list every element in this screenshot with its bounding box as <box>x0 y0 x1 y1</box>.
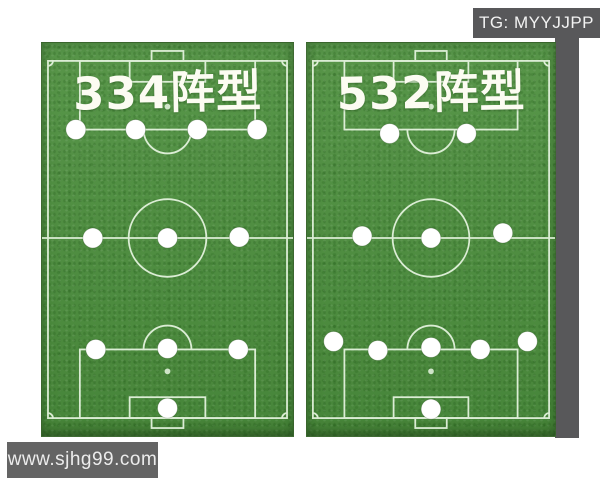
corner-arc <box>312 60 319 67</box>
goal-top <box>414 50 448 62</box>
pitch-532: 532阵型 <box>306 42 556 437</box>
player-dot-defenders <box>469 339 491 360</box>
player-dot-forwards <box>246 119 268 140</box>
pitch-lines-svg <box>42 50 293 429</box>
corner-arc <box>543 60 550 67</box>
penalty-arc-bottom <box>406 324 456 350</box>
pitch-334: 334阵型 <box>41 42 294 437</box>
field-markings <box>307 50 555 429</box>
center-circle <box>127 198 208 278</box>
player-dot-goalkeeper <box>420 398 442 420</box>
penalty-arc-bottom <box>142 324 193 350</box>
penalty-spot-top <box>428 103 434 110</box>
player-dot-defenders <box>227 339 249 360</box>
penalty-spot-bottom <box>428 368 434 375</box>
penalty-arc-top <box>142 129 193 155</box>
goal-bottom <box>150 417 185 429</box>
player-dot-goalkeeper <box>157 397 178 419</box>
player-dot-forwards <box>187 119 208 140</box>
telegram-watermark-badge: TG: MYYJJPP <box>473 8 600 38</box>
penalty-area-top <box>78 60 257 131</box>
player-dot-forwards <box>125 119 146 140</box>
player-dot-defenders <box>420 337 442 358</box>
player-dot-midfielders <box>420 227 442 249</box>
pitch-lines-svg <box>307 50 555 429</box>
player-dot-defenders <box>85 339 107 360</box>
player-dot-midfielders <box>82 227 104 249</box>
corner-arc <box>281 60 288 67</box>
penalty-spot-top <box>164 103 171 110</box>
penalty-area-top <box>343 60 519 131</box>
goal-top <box>150 50 185 62</box>
player-dot-midfielders <box>351 225 373 247</box>
corner-arc <box>543 412 550 419</box>
player-dot-midfielders <box>492 222 514 244</box>
players-group <box>323 123 538 420</box>
corner-arc <box>47 412 54 419</box>
penalty-arc-top <box>406 129 456 155</box>
player-dot-forwards <box>65 119 87 140</box>
corner-arc <box>47 60 54 67</box>
goal-bottom <box>414 417 448 429</box>
player-dot-defenders <box>323 331 344 352</box>
player-dot-defenders <box>157 338 178 359</box>
goal-area-top <box>128 60 207 83</box>
player-dot-forwards <box>379 123 400 144</box>
player-dot-midfielders <box>157 227 178 249</box>
player-dot-defenders <box>367 340 389 361</box>
penalty-spot-bottom <box>164 368 171 375</box>
players-group <box>65 119 268 419</box>
center-circle <box>391 198 471 278</box>
right-shadow-strip <box>555 8 579 438</box>
goal-area-top <box>392 60 470 83</box>
player-dot-forwards <box>456 123 477 144</box>
corner-arc <box>312 412 319 419</box>
player-dot-defenders <box>517 331 538 352</box>
website-watermark-badge: www.sjhg99.com <box>7 442 158 478</box>
player-dot-midfielders <box>228 226 250 248</box>
corner-arc <box>281 412 288 419</box>
